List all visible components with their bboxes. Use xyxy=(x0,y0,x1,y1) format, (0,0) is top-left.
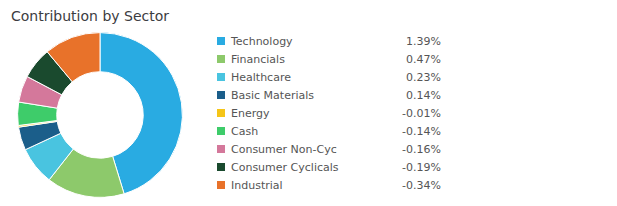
svg-text:Technology: Technology xyxy=(230,35,293,48)
svg-text:0.14%: 0.14% xyxy=(406,89,441,102)
svg-text:-0.34%: -0.34% xyxy=(402,179,441,192)
svg-text:Basic Materials: Basic Materials xyxy=(231,89,314,102)
svg-text:Cash: Cash xyxy=(231,125,258,138)
svg-text:-0.19%: -0.19% xyxy=(402,161,441,174)
svg-text:Financials: Financials xyxy=(231,53,285,66)
svg-text:Consumer Cyclicals: Consumer Cyclicals xyxy=(231,161,339,174)
svg-text:Healthcare: Healthcare xyxy=(231,71,291,84)
svg-text:Consumer Non-Cyc: Consumer Non-Cyc xyxy=(231,143,337,156)
svg-text:0.47%: 0.47% xyxy=(406,53,441,66)
svg-text:Industrial: Industrial xyxy=(231,179,283,192)
svg-text:0.23%: 0.23% xyxy=(406,71,441,84)
svg-text:-0.01%: -0.01% xyxy=(402,107,441,120)
svg-text:-0.16%: -0.16% xyxy=(402,143,441,156)
svg-text:1.39%: 1.39% xyxy=(406,35,441,48)
svg-text:-0.14%: -0.14% xyxy=(402,125,441,138)
svg-text:Contribution by Sector: Contribution by Sector xyxy=(11,8,169,24)
svg-text:Energy: Energy xyxy=(231,107,270,120)
